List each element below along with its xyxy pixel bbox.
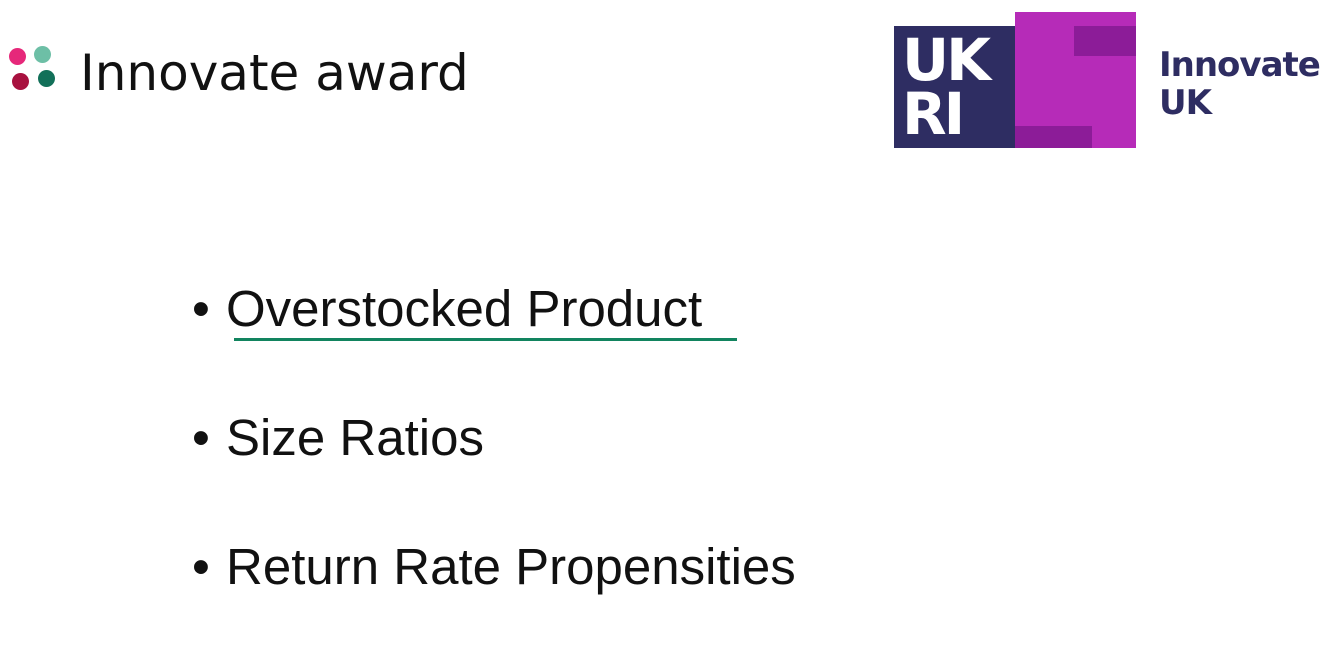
bullet-list: • Overstocked Product • Size Ratios • Retur… [192, 276, 796, 647]
logo-navy-block [894, 26, 1015, 148]
bullet-symbol: • [192, 280, 210, 337]
innovate-wordmark-line1: Innovate [1159, 45, 1321, 85]
ukri-logo-mark: UK RI [894, 12, 1136, 148]
crimson-dot [12, 73, 29, 90]
ukri-letters-bottom: RI [902, 80, 962, 148]
title-dots-icon [8, 46, 58, 96]
logo-magenta-bottom-step [1015, 126, 1092, 148]
logo-magenta-top-step [1074, 26, 1136, 56]
bullet-text: Overstocked Product [226, 280, 703, 337]
teal-dot [38, 70, 55, 87]
bullet-symbol: • [192, 538, 210, 595]
pink-dot [9, 48, 26, 65]
bullet-item: • Overstocked Product [192, 276, 796, 405]
bullet-text: Size Ratios [226, 409, 484, 466]
bullet-item: • Return Rate Propensities [192, 534, 796, 647]
ukri-letters-top: UK [902, 26, 993, 94]
spellcheck-underline [234, 338, 737, 341]
bullet-text: Return Rate Propensities [226, 538, 796, 595]
slide-title: Innovate award [80, 44, 469, 102]
bullet-symbol: • [192, 409, 210, 466]
innovate-wordmark-line2: UK [1159, 83, 1212, 123]
bullet-item: • Size Ratios [192, 405, 796, 534]
ukri-innovate-uk-logo: UK RI Innovate UK [894, 12, 1324, 148]
mint-dot [34, 46, 51, 63]
innovate-uk-wordmark: Innovate UK [1159, 45, 1321, 123]
